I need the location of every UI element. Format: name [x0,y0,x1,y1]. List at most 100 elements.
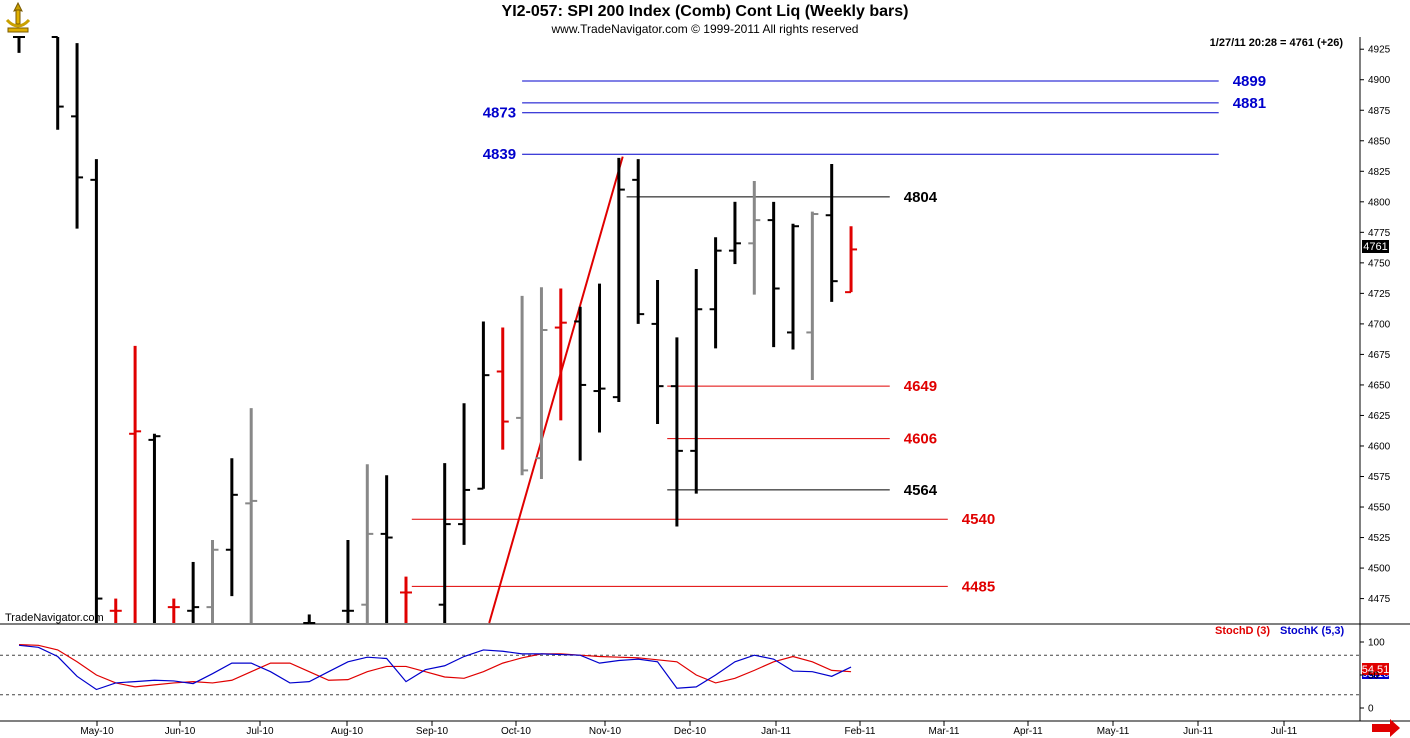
osc-legend-item: StochD (3) [1215,625,1270,637]
x-tick-label: Jun-10 [165,726,196,737]
last-price-label: 4761 [1363,241,1387,253]
support-resistance-levels: 4899 4881 4873 4839 4804 4649 4606 4564 4540 4485 [411,73,1266,624]
ohlc-bar [767,201,780,348]
osc-y-tick-label: 50 [1368,671,1380,682]
ohlc-bar [593,283,606,433]
osc-last-value: 54.51 [1362,664,1390,676]
x-tick-label: Sep-10 [416,726,449,737]
ohlc-bar [167,598,180,623]
ohlc-bar [651,279,664,425]
stoch-series-1 [18,644,852,691]
x-tick-label: Mar-11 [929,726,960,737]
level-label-4899: 4899 [1233,73,1266,90]
ohlc-bar [71,43,84,229]
y-tick-label: 4725 [1368,289,1391,300]
ohlc-bar [13,36,25,53]
ohlc-bar [148,433,161,623]
x-tick-label: Dec-10 [674,726,707,737]
ohlc-bar [845,226,858,294]
watermark: TradeNavigator.com [5,612,104,624]
ohlc-bar [438,463,451,623]
stoch-series-0 [18,644,852,688]
x-tick-label: Apr-11 [1013,726,1043,737]
x-tick-label: May-10 [80,726,114,737]
ohlc-bar [341,539,354,623]
y-tick-label: 4825 [1368,167,1391,178]
chart-header: YI2-057: SPI 200 Index (Comb) Cont Liq (… [0,0,1410,37]
y-tick-label: 4850 [1368,136,1391,147]
ohlc-bar [516,295,529,476]
ohlc-bar [632,159,645,324]
x-tick-label: Jul-11 [1271,726,1298,737]
ohlc-bar [303,614,316,624]
level-label-4485: 4485 [962,578,995,595]
ohlc-bar [51,36,64,130]
tradenavigator-logo-icon [5,2,31,33]
y-tick-label: 4525 [1368,533,1391,544]
chart-frame [0,37,1410,722]
level-label-4606: 4606 [904,431,937,448]
y-tick-label: 4750 [1368,258,1391,269]
osc-y-tick-label: 0 [1368,704,1374,715]
y-tick-label: 4475 [1368,594,1391,605]
ohlc-bar [380,475,393,623]
ohlc-bar [361,464,374,623]
ohlc-bar [90,159,103,623]
x-tick-label: Jan-11 [761,726,791,737]
ohlc-bar [206,539,219,623]
level-label-4839: 4839 [483,146,516,163]
chart-title: YI2-057: SPI 200 Index (Comb) Cont Liq (… [501,3,909,20]
chart-subtitle: www.TradeNavigator.com © 1999-2011 All r… [551,22,859,36]
y-tick-label: 4650 [1368,380,1391,391]
osc-legend-item: StochK (5,3) [1280,625,1345,637]
y-tick-label: 4800 [1368,197,1391,208]
ohlc-bar [245,408,258,623]
ohlc-bar [535,287,548,479]
ohlc-bar [129,345,142,623]
x-tick-label: Nov-10 [589,726,622,737]
stochastic-panel: StochD (3)StochK (5,3)63.1654.51 [0,625,1390,696]
ohlc-bar [225,458,238,597]
level-label-4540: 4540 [962,511,995,528]
y-tick-label: 4900 [1368,75,1391,86]
level-label-4804: 4804 [904,189,938,206]
ohlc-bar [458,403,471,545]
axes: 4475 4500 4525 4550 4575 4600 4625 4650 4675 4700… [80,45,1390,737]
y-tick-label: 4550 [1368,503,1391,514]
ohlc-bar [806,211,819,381]
level-label-4564: 4564 [904,482,938,499]
y-tick-label: 4875 [1368,106,1391,117]
y-tick-label: 4575 [1368,472,1391,483]
level-label-4873: 4873 [483,105,516,122]
ohlc-bar [574,306,587,461]
scroll-right-arrow-icon[interactable] [1372,719,1400,737]
trend-line [488,156,624,624]
ohlc-bar [400,576,412,623]
x-tick-label: Oct-10 [501,726,531,737]
ohlc-bar [787,223,799,350]
ohlc-bar [709,237,722,349]
ohlc-bar [670,337,683,527]
y-tick-label: 4775 [1368,228,1391,239]
ohlc-bar [825,163,838,302]
ohlc-bar [612,157,625,403]
y-tick-label: 4625 [1368,411,1391,422]
ohlc-bar [728,201,741,265]
y-tick-label: 4500 [1368,564,1391,575]
x-tick-label: Jul-10 [246,726,274,737]
y-tick-label: 4925 [1368,45,1391,56]
osc-last-box [1362,663,1389,675]
ohlc-bar [496,327,509,450]
y-tick-label: 4675 [1368,350,1391,361]
x-tick-label: Aug-10 [331,726,364,737]
ohlc-bar [690,268,703,494]
price-bars [13,36,858,624]
ohlc-bar [477,321,490,490]
y-tick-label: 4600 [1368,441,1391,452]
info-readout: 1/27/11 20:28 = 4761 (+26) [1210,37,1344,49]
ohlc-bar [748,181,761,295]
osc-y-tick-label: 100 [1368,638,1385,649]
level-label-4649: 4649 [904,378,937,395]
ohlc-bar [187,561,200,623]
